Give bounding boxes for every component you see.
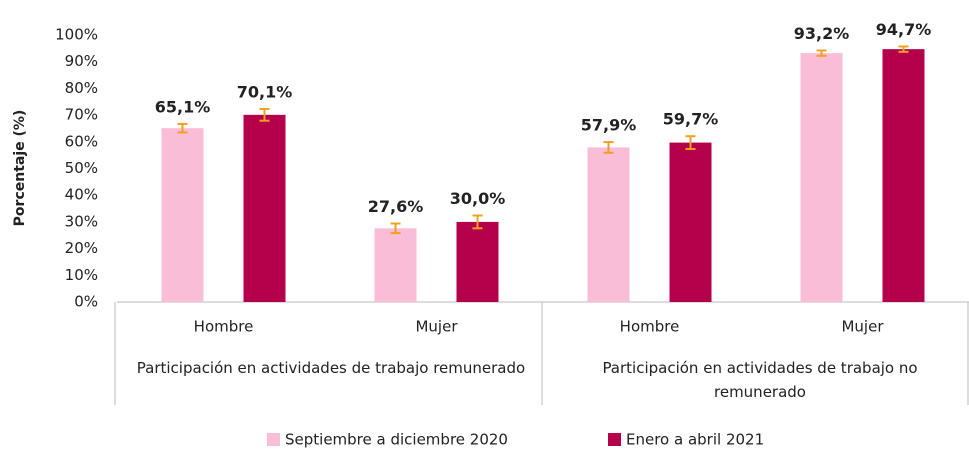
y-tick-label: 10% xyxy=(65,266,98,284)
data-label: 30,0% xyxy=(450,189,506,208)
data-label: 70,1% xyxy=(237,82,293,101)
y-tick-label: 90% xyxy=(65,52,98,70)
y-tick-label: 40% xyxy=(65,186,98,204)
y-tick-label: 20% xyxy=(65,239,98,257)
legend-swatch xyxy=(267,433,280,446)
legend-swatch xyxy=(608,433,621,446)
error-bar xyxy=(390,222,401,235)
bar xyxy=(374,228,417,302)
bar xyxy=(882,49,925,302)
error-bar xyxy=(898,45,909,53)
data-label: 93,2% xyxy=(794,24,850,43)
data-label: 94,7% xyxy=(876,20,932,39)
bar xyxy=(456,221,499,302)
y-tick-label: 100% xyxy=(55,26,98,44)
data-label: 65,1% xyxy=(155,97,211,116)
x-tick-label: Hombre xyxy=(194,318,254,336)
data-label: 59,7% xyxy=(663,110,719,129)
x-tick-label: Mujer xyxy=(841,318,884,336)
y-tick-label: 70% xyxy=(65,106,98,124)
group-label: Participación en actividades de trabajo … xyxy=(602,359,918,401)
legend-label: Septiembre a diciembre 2020 xyxy=(285,431,508,449)
y-tick-label: 0% xyxy=(74,293,98,311)
bar xyxy=(243,114,286,302)
data-label: 27,6% xyxy=(368,197,424,216)
error-bar xyxy=(177,122,188,134)
error-bar xyxy=(259,107,270,122)
bar xyxy=(669,142,712,302)
bar xyxy=(587,147,630,302)
x-tick-label: Hombre xyxy=(620,318,680,336)
y-tick-label: 50% xyxy=(65,159,98,177)
bar xyxy=(161,128,204,302)
y-tick-label: 80% xyxy=(65,79,98,97)
legend-label: Enero a abril 2021 xyxy=(626,431,764,449)
data-label: 57,9% xyxy=(581,116,637,135)
y-axis-title: Porcentaje (%) xyxy=(12,110,28,227)
error-bar xyxy=(816,49,827,57)
y-tick-label: 60% xyxy=(65,132,98,150)
bar xyxy=(800,53,843,302)
error-bar xyxy=(472,214,483,230)
group-label: Participación en actividades de trabajo … xyxy=(136,359,526,377)
error-bar xyxy=(685,135,696,151)
y-tick-label: 30% xyxy=(65,212,98,230)
x-tick-label: Mujer xyxy=(415,318,458,336)
error-bar xyxy=(603,141,614,154)
